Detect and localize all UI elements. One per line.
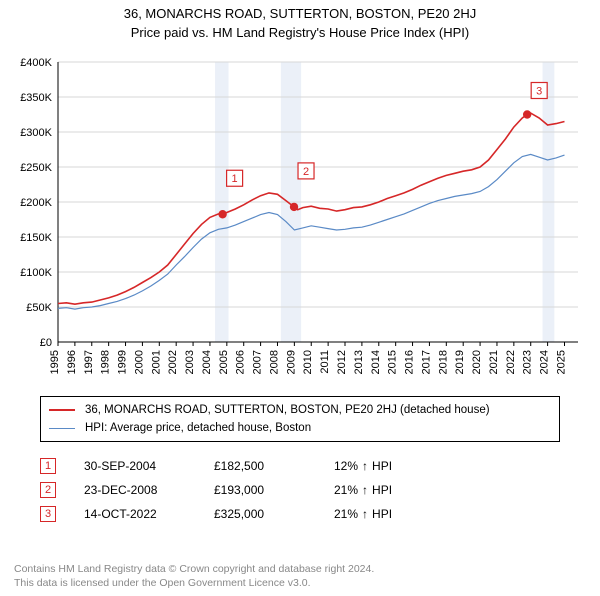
legend-label-1: 36, MONARCHS ROAD, SUTTERTON, BOSTON, PE… [85, 404, 490, 416]
svg-text:3: 3 [536, 85, 542, 97]
svg-text:2001: 2001 [150, 350, 162, 374]
svg-text:2014: 2014 [370, 350, 382, 374]
svg-text:2008: 2008 [268, 350, 280, 374]
sale-marker-2: 2 [40, 482, 56, 498]
svg-text:2012: 2012 [336, 350, 348, 374]
svg-text:1996: 1996 [66, 350, 78, 374]
footer: Contains HM Land Registry data © Crown c… [14, 562, 586, 590]
chart-title: 36, MONARCHS ROAD, SUTTERTON, BOSTON, PE… [0, 6, 600, 21]
legend-item-1: 36, MONARCHS ROAD, SUTTERTON, BOSTON, PE… [49, 401, 551, 419]
footer-line-1: Contains HM Land Registry data © Crown c… [14, 562, 586, 576]
svg-text:£300K: £300K [20, 127, 52, 139]
svg-text:2002: 2002 [167, 350, 179, 374]
sale-price-2: £193,000 [214, 483, 334, 497]
sales-table: 1 30-SEP-2004 £182,500 12% ↑ HPI 2 23-DE… [40, 454, 560, 526]
svg-text:2017: 2017 [420, 350, 432, 374]
sale-price-3: £325,000 [214, 507, 334, 521]
svg-text:1997: 1997 [83, 350, 95, 374]
svg-text:2024: 2024 [539, 350, 551, 374]
sale-diff-1: 12% ↑ HPI [334, 459, 392, 473]
svg-text:2: 2 [303, 166, 309, 178]
sale-marker-3: 3 [40, 506, 56, 522]
svg-text:£400K: £400K [20, 57, 52, 69]
arrow-up-icon: ↑ [362, 483, 368, 497]
svg-text:£350K: £350K [20, 92, 52, 104]
sale-marker-1: 1 [40, 458, 56, 474]
svg-text:£250K: £250K [20, 162, 52, 174]
arrow-up-icon: ↑ [362, 459, 368, 473]
legend: 36, MONARCHS ROAD, SUTTERTON, BOSTON, PE… [40, 396, 560, 442]
svg-text:£0: £0 [40, 337, 52, 349]
chart-subtitle: Price paid vs. HM Land Registry's House … [0, 25, 600, 40]
svg-text:1: 1 [232, 173, 238, 185]
svg-text:£50K: £50K [26, 302, 52, 314]
svg-text:1995: 1995 [49, 350, 61, 374]
svg-text:£100K: £100K [20, 267, 52, 279]
sale-diff-2: 21% ↑ HPI [334, 483, 392, 497]
svg-text:2013: 2013 [353, 350, 365, 374]
sales-row-1: 1 30-SEP-2004 £182,500 12% ↑ HPI [40, 454, 560, 478]
chart-container: 36, MONARCHS ROAD, SUTTERTON, BOSTON, PE… [0, 6, 600, 596]
legend-label-2: HPI: Average price, detached house, Bost… [85, 422, 311, 434]
svg-text:2019: 2019 [454, 350, 466, 374]
legend-swatch-1 [49, 409, 75, 411]
svg-text:£150K: £150K [20, 232, 52, 244]
svg-text:1999: 1999 [117, 350, 129, 374]
svg-text:2022: 2022 [505, 350, 517, 374]
sale-date-3: 14-OCT-2022 [84, 507, 214, 521]
legend-swatch-2 [49, 428, 75, 429]
svg-text:2010: 2010 [302, 350, 314, 374]
svg-text:1998: 1998 [100, 350, 112, 374]
svg-text:2005: 2005 [218, 350, 230, 374]
svg-text:£200K: £200K [20, 197, 52, 209]
sales-row-2: 2 23-DEC-2008 £193,000 21% ↑ HPI [40, 478, 560, 502]
arrow-up-icon: ↑ [362, 507, 368, 521]
svg-text:2003: 2003 [184, 350, 196, 374]
svg-text:2009: 2009 [285, 350, 297, 374]
svg-text:2011: 2011 [319, 350, 331, 374]
sale-date-2: 23-DEC-2008 [84, 483, 214, 497]
svg-text:2020: 2020 [471, 350, 483, 374]
svg-text:2006: 2006 [235, 350, 247, 374]
legend-item-2: HPI: Average price, detached house, Bost… [49, 419, 551, 437]
svg-text:2021: 2021 [488, 350, 500, 374]
svg-text:2000: 2000 [133, 350, 145, 374]
svg-text:2018: 2018 [437, 350, 449, 374]
svg-text:2025: 2025 [555, 350, 567, 374]
sale-diff-3: 21% ↑ HPI [334, 507, 392, 521]
svg-text:2023: 2023 [522, 350, 534, 374]
svg-text:2015: 2015 [387, 350, 399, 374]
sale-price-1: £182,500 [214, 459, 334, 473]
svg-text:2004: 2004 [201, 350, 213, 374]
chart-plot: £0 £50K £100K £150K £200K £250K £300K £350K £400… [0, 54, 600, 384]
sale-date-1: 30-SEP-2004 [84, 459, 214, 473]
chart-svg: £0 £50K £100K £150K £200K £250K £300K £350K £400… [0, 54, 600, 384]
svg-text:2016: 2016 [404, 350, 416, 374]
sales-row-3: 3 14-OCT-2022 £325,000 21% ↑ HPI [40, 502, 560, 526]
footer-line-2: This data is licensed under the Open Gov… [14, 576, 586, 590]
svg-text:2007: 2007 [252, 350, 264, 374]
